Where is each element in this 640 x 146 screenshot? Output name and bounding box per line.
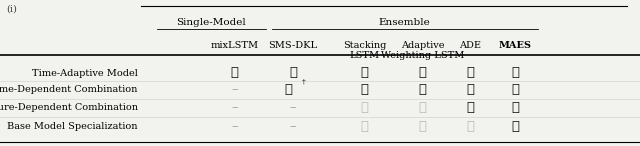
Text: ✗: ✗ [419, 120, 426, 133]
Text: ✓: ✓ [284, 83, 292, 96]
Text: –: – [231, 120, 237, 133]
Text: ✓: ✓ [230, 66, 238, 80]
Text: ✗: ✗ [467, 120, 474, 133]
Text: mixLSTM: mixLSTM [210, 41, 259, 50]
Text: Stacking
LSTM: Stacking LSTM [343, 41, 387, 60]
Text: ✗: ✗ [419, 101, 426, 114]
Text: ✓: ✓ [511, 120, 519, 133]
Text: ✓: ✓ [467, 83, 474, 96]
Text: ✓: ✓ [511, 101, 519, 114]
Text: ✓: ✓ [467, 66, 474, 80]
Text: (i): (i) [6, 4, 17, 13]
Text: –: – [290, 120, 296, 133]
Text: ✗: ✗ [361, 101, 369, 114]
Text: ✓: ✓ [419, 66, 426, 80]
Text: SMS-DKL: SMS-DKL [269, 41, 317, 50]
Text: ✓: ✓ [511, 83, 519, 96]
Text: ✓: ✓ [361, 83, 369, 96]
Text: –: – [231, 83, 237, 96]
Text: Single-Model: Single-Model [177, 18, 246, 27]
Text: Adaptive
Weighting LSTM: Adaptive Weighting LSTM [381, 41, 464, 60]
Text: Base Model Specialization: Base Model Specialization [7, 122, 138, 131]
Text: –: – [231, 101, 237, 114]
Text: –: – [290, 101, 296, 114]
Text: ADE: ADE [460, 41, 481, 50]
Text: ✓: ✓ [361, 66, 369, 80]
Text: Time-Dependent Combination: Time-Dependent Combination [0, 85, 138, 94]
Text: ✓: ✓ [289, 66, 297, 80]
Text: Time-Adaptive Model: Time-Adaptive Model [32, 68, 138, 78]
Text: ✓: ✓ [419, 83, 426, 96]
Text: MAES: MAES [499, 41, 532, 50]
Text: ✓: ✓ [511, 66, 519, 80]
Text: †: † [301, 77, 305, 85]
Text: Feature-Dependent Combination: Feature-Dependent Combination [0, 103, 138, 112]
Text: ✗: ✗ [361, 120, 369, 133]
Text: ✓: ✓ [467, 101, 474, 114]
Text: Ensemble: Ensemble [379, 18, 431, 27]
